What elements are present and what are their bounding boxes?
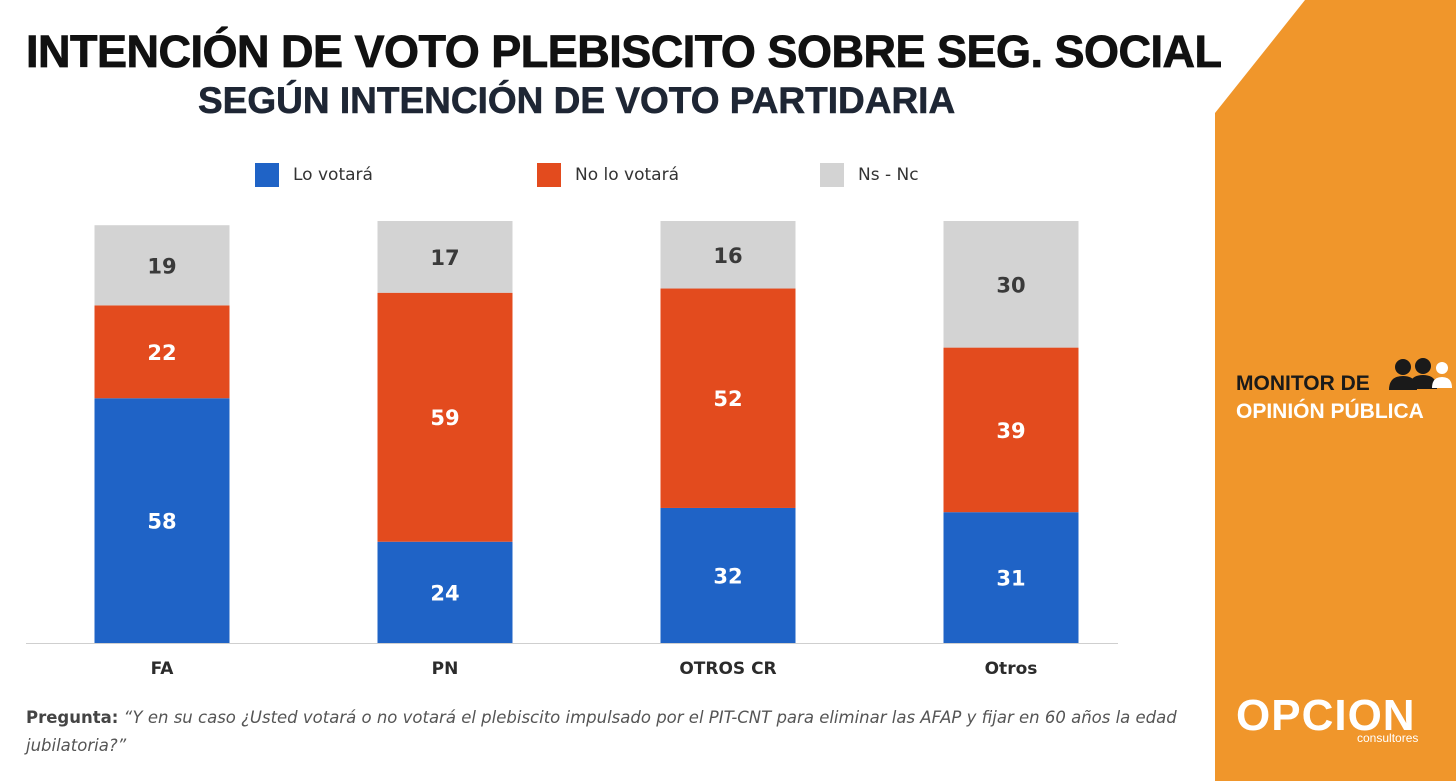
brand-panel (1215, 0, 1456, 781)
bar-value-otros-no-lo-votar: 39 (996, 419, 1025, 443)
opcion-logo: OPCION (1236, 691, 1416, 740)
bar-value-otros-cr-no-lo-votar: 52 (713, 387, 742, 411)
chart-subtitle: SEGÚN INTENCIÓN DE VOTO PARTIDARIA (198, 80, 956, 122)
legend-swatch-no-lo-votara (537, 163, 561, 187)
legend-label-lo-votara: Lo votará (293, 165, 373, 185)
bar-pn-lo-votar (377, 541, 513, 643)
bar-otros-ns-nc (943, 221, 1079, 348)
bar-value-pn-lo-votar: 24 (430, 581, 459, 605)
bar-value-fa-no-lo-votar: 22 (147, 341, 176, 365)
bar-value-otros-lo-votar: 31 (996, 567, 1025, 591)
bar-pn-no-lo-votar (377, 292, 513, 542)
bar-value-fa-lo-votar: 58 (147, 510, 176, 534)
opcion-logo-subtitle: consultores (1357, 731, 1419, 745)
bar-otros-no-lo-votar (943, 347, 1079, 513)
monitor-title-line1: MONITOR DE (1236, 372, 1370, 395)
bar-otros-cr-ns-nc (660, 221, 796, 289)
legend-item-no-lo-votara: No lo votará (537, 162, 679, 188)
legend-label-ns-nc: Ns - Nc (858, 165, 919, 185)
bar-fa-ns-nc (94, 225, 230, 306)
bar-value-otros-ns-nc: 30 (996, 273, 1025, 297)
footnote-question: “Y en su caso ¿Usted votará o no votará … (26, 708, 1177, 755)
category-label-fa: FA (151, 659, 175, 679)
legend-swatch-ns-nc (820, 163, 844, 187)
bar-otros-cr-lo-votar (660, 507, 796, 643)
bar-otros-lo-votar (943, 512, 1079, 643)
footnote: Pregunta: “Y en su caso ¿Usted votará o … (26, 704, 1201, 760)
bar-fa-no-lo-votar (94, 305, 230, 399)
legend-swatch-lo-votara (255, 163, 279, 187)
people-icon (1389, 358, 1452, 390)
category-label-otros: Otros (985, 659, 1038, 679)
bar-value-fa-ns-nc: 19 (147, 254, 176, 278)
legend-label-no-lo-votara: No lo votará (575, 165, 680, 185)
monitor-title-line2: OPINIÓN PÚBLICA (1236, 400, 1424, 423)
legend-item-ns-nc: Ns - Nc (820, 162, 919, 188)
monitor-title: MONITOR DE OPINIÓN PÚBLICA (1236, 370, 1424, 426)
bar-value-otros-cr-ns-nc: 16 (713, 244, 742, 268)
category-label-pn: PN (432, 659, 459, 679)
bar-value-pn-no-lo-votar: 59 (430, 406, 459, 430)
bar-pn-ns-nc (377, 221, 513, 293)
category-label-otros-cr: OTROS CR (679, 659, 776, 679)
bar-value-pn-ns-nc: 17 (430, 246, 459, 270)
bar-otros-cr-no-lo-votar (660, 288, 796, 508)
stacked-bar-chart: 58 22 19 FA 24 59 17 PN 32 52 16 OTROS CR 31 39 30 Otro… (26, 221, 1118, 679)
legend-item-lo-votara: Lo votará (255, 162, 373, 188)
bar-fa-lo-votar (94, 398, 230, 643)
brand-panel-shape (1215, 0, 1456, 781)
chart-title: INTENCIÓN DE VOTO PLEBISCITO SOBRE SEG. … (26, 26, 1223, 78)
bar-value-otros-cr-lo-votar: 32 (713, 564, 742, 588)
footnote-label: Pregunta: (26, 708, 119, 727)
